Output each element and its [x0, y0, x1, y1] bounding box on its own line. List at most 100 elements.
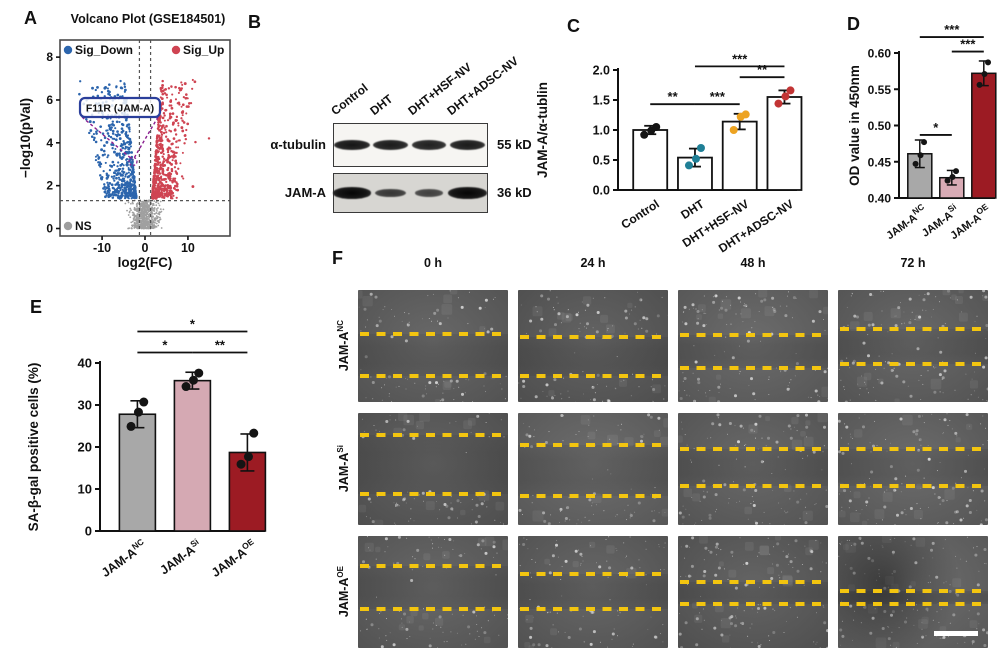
sig-up-point: [173, 177, 177, 180]
sig-up-point: [184, 96, 188, 100]
y-tick-label: 20: [78, 440, 92, 455]
sig-up-point: [181, 83, 184, 86]
sig-up-point: [163, 192, 166, 195]
sig-down-point: [100, 148, 104, 152]
wound-image-OE-48h: [678, 536, 828, 648]
sig-down-point: [105, 186, 109, 190]
category-label: JAM-ANC: [882, 201, 930, 242]
sig-down-point: [131, 183, 135, 187]
sig-up-point: [154, 158, 157, 162]
sig-down-point: [111, 120, 115, 123]
sig-up-point: [168, 147, 172, 150]
wound-edge-line: [840, 327, 986, 332]
western-blot: Control DHT DHT+HSF-NV DHT+ADSC-NV α-tubulin…: [240, 8, 532, 270]
sig-up-point: [155, 179, 158, 182]
sig-down-point: [91, 86, 94, 90]
sig-up-point: [156, 184, 160, 188]
data-point: [139, 397, 149, 407]
data-point: [133, 407, 143, 417]
sig-down-point: [128, 187, 132, 190]
sig-down-point: [130, 151, 133, 154]
sig-up-point: [163, 92, 167, 95]
significance-stars: **: [215, 338, 226, 353]
sig-up-point: [185, 112, 188, 115]
sig-down-point: [105, 140, 109, 144]
ns-point: [146, 217, 148, 220]
sig-up-point: [182, 177, 185, 180]
sig-up-point: [177, 124, 180, 127]
sig-up-point: [186, 97, 189, 100]
volcano-plot: F11R (JAM-A) Sig_Down Sig_Up NS 0 2 4 6 8 -10 0 10 l…: [18, 39, 231, 270]
wound-healing-grid: 0 h 24 h 48 h 72 h JAM-ANC JAM-ASi JAM-AOE: [330, 248, 1002, 668]
sig-up-point: [182, 96, 185, 99]
sig-down-point: [111, 186, 115, 190]
sig-up-point: [164, 108, 168, 112]
sig-down-point: [92, 133, 95, 136]
ns-point: [130, 202, 132, 205]
sig-up-point: [165, 180, 168, 183]
vignette-overlay: [358, 290, 508, 402]
sig-down-point: [98, 161, 102, 164]
ns-point: [144, 204, 147, 207]
y-tick-label: 1.0: [593, 124, 610, 138]
sig-up-point: [169, 172, 173, 176]
sig-down-point: [114, 169, 117, 172]
y-tick-label: 0.45: [868, 155, 892, 169]
sig-up-point: [159, 124, 162, 127]
sig-down-point: [100, 176, 103, 180]
category-label: JAM-ASi: [156, 536, 204, 577]
sig-down-point: [129, 173, 133, 176]
sig-up-point: [161, 195, 165, 198]
wound-gap-area: [678, 334, 828, 369]
vignette-overlay: [678, 290, 828, 402]
ns-point: [132, 219, 135, 221]
sig-up-point: [181, 119, 184, 122]
wound-image-NC-48h: [678, 290, 828, 402]
sig-up-point: [161, 149, 165, 153]
sig-down-point: [112, 163, 116, 167]
sig-up-point: [171, 191, 175, 195]
sig-down-point: [128, 128, 131, 131]
ns-point: [151, 211, 153, 213]
sig-up-point: [174, 85, 177, 89]
sig-up-point: [165, 124, 168, 128]
wound-edge-line: [360, 433, 506, 438]
ns-point: [158, 204, 161, 207]
sig-up-point: [168, 189, 172, 193]
sig-up-point: [152, 178, 156, 182]
sig-up-point: [165, 131, 168, 134]
sig-down-point: [125, 161, 129, 164]
sig-down-point: [122, 164, 125, 167]
row-label-Si: JAM-ASi: [330, 413, 358, 525]
ns-point: [142, 215, 145, 218]
ns-point: [142, 223, 144, 226]
sig-up-point: [161, 79, 164, 83]
data-point: [652, 123, 661, 131]
sig-up-point: [174, 133, 178, 136]
ns-point: [135, 215, 138, 218]
ns-point: [130, 227, 133, 229]
sig-up-point: [173, 179, 177, 183]
sig-up-point: [158, 172, 162, 175]
sig-down-point: [106, 87, 109, 90]
wound-edge-line: [520, 335, 666, 340]
sig-up-point: [157, 121, 160, 124]
y-tick-label: 6: [46, 93, 53, 107]
sig-down-point: [121, 95, 124, 98]
wb-protein-label: α-tubulin: [270, 137, 326, 152]
sig-up-point: [162, 153, 165, 156]
sig-down-point: [96, 85, 99, 89]
sig-up-point: [166, 138, 170, 141]
sig-up-point: [166, 185, 170, 189]
wound-edge-line: [680, 332, 826, 337]
vignette-overlay: [518, 290, 668, 402]
sig-up-point: [159, 180, 162, 183]
sig-down-point: [111, 132, 115, 135]
ns-point: [135, 205, 138, 208]
wound-edge-line: [520, 443, 666, 448]
panel-d-bar-chart: D 0.40 0.45 0.50 0.55 0.60 OD value in 450nm J…: [845, 8, 1002, 276]
category-label: DHT: [678, 196, 707, 222]
volcano-x-label: log2(FC): [118, 255, 173, 270]
sig-down-point: [119, 79, 122, 83]
sig-up-point: [173, 128, 177, 132]
